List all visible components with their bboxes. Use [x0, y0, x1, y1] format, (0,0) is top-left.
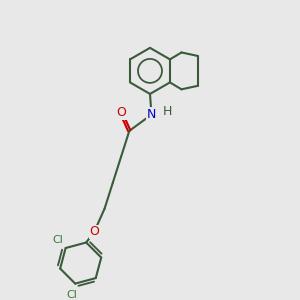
Text: O: O: [116, 106, 126, 119]
Text: Cl: Cl: [52, 235, 63, 245]
Text: N: N: [147, 108, 156, 121]
Text: Cl: Cl: [67, 290, 78, 300]
Text: H: H: [163, 105, 172, 118]
Text: O: O: [89, 225, 99, 239]
